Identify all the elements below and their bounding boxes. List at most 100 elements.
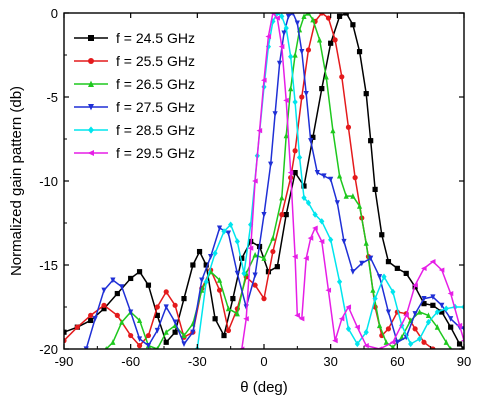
data-point	[114, 312, 120, 318]
x-tick-label: 30	[323, 354, 337, 369]
data-point	[416, 309, 423, 315]
data-point	[390, 344, 396, 349]
data-point	[279, 194, 285, 201]
x-tick-label: -90	[55, 354, 74, 369]
data-point	[265, 33, 272, 40]
data-point	[363, 343, 369, 349]
data-point	[101, 287, 107, 294]
data-point	[291, 13, 295, 16]
data-point	[408, 340, 414, 348]
data-point	[385, 326, 392, 332]
data-point	[434, 324, 440, 330]
legend-label: f = 29.5 GHz	[116, 145, 195, 161]
data-point	[296, 154, 303, 161]
legend-marker	[88, 126, 94, 134]
data-point	[216, 277, 223, 283]
data-point	[352, 175, 358, 181]
data-point	[403, 312, 409, 318]
data-point	[343, 13, 349, 16]
data-point	[394, 265, 400, 271]
data-point	[345, 325, 352, 333]
data-point	[119, 319, 125, 325]
data-point	[316, 36, 323, 43]
data-point	[312, 225, 318, 231]
data-point	[252, 251, 258, 258]
series-5	[238, 13, 464, 349]
data-point	[376, 322, 383, 329]
x-tick-label: 60	[390, 354, 404, 369]
data-point	[292, 98, 298, 106]
data-point	[307, 235, 314, 241]
data-point	[385, 259, 392, 265]
y-axis-label: Normalized gain pattern (db)	[8, 86, 25, 276]
data-point	[128, 309, 134, 316]
data-point	[247, 245, 254, 251]
data-point	[319, 218, 325, 225]
data-point	[298, 316, 305, 322]
data-point	[354, 340, 360, 348]
data-point	[439, 309, 445, 315]
data-point	[429, 259, 436, 265]
data-point	[256, 128, 263, 134]
data-point	[216, 287, 223, 293]
data-point	[303, 255, 309, 261]
data-point	[163, 339, 169, 345]
data-point	[403, 270, 409, 276]
data-point	[350, 269, 356, 275]
data-point	[305, 199, 312, 207]
data-point	[430, 294, 436, 300]
legend-label: f = 25.5 GHz	[116, 53, 195, 69]
data-point	[163, 304, 169, 310]
data-point	[288, 85, 294, 92]
legend-label: f = 27.5 GHz	[116, 99, 195, 115]
series-line	[241, 13, 464, 349]
x-tick-label: 0	[260, 354, 267, 369]
data-point	[301, 194, 307, 201]
data-point	[372, 186, 378, 192]
data-point	[252, 272, 258, 279]
y-tick-label: -15	[39, 258, 58, 273]
data-point	[461, 346, 464, 349]
data-point	[281, 30, 287, 37]
data-point	[110, 277, 116, 284]
y-tick-label: -20	[39, 342, 58, 357]
data-point	[274, 13, 280, 17]
data-point	[283, 24, 289, 32]
data-point	[216, 225, 223, 232]
data-point	[268, 161, 274, 168]
data-point	[228, 221, 234, 228]
data-point	[241, 270, 247, 277]
data-point	[234, 310, 240, 317]
data-point	[416, 335, 423, 343]
data-point	[354, 324, 360, 330]
data-point	[155, 346, 159, 349]
data-point	[389, 339, 396, 345]
data-point	[136, 269, 143, 275]
data-point	[336, 13, 343, 19]
data-point	[270, 235, 276, 241]
data-point	[461, 339, 464, 342]
data-point	[243, 316, 249, 322]
data-point	[332, 338, 338, 344]
data-point	[199, 277, 205, 284]
data-point	[372, 295, 378, 302]
data-point	[172, 302, 178, 308]
data-point	[359, 260, 365, 267]
data-point	[438, 267, 445, 273]
data-point	[234, 270, 240, 277]
data-point	[299, 49, 305, 55]
data-point	[225, 327, 232, 334]
data-point	[323, 73, 329, 80]
data-point	[279, 13, 285, 20]
data-point	[196, 248, 203, 255]
data-point	[285, 13, 292, 20]
data-point	[425, 318, 432, 326]
data-point	[181, 296, 187, 302]
data-point	[190, 329, 196, 336]
data-point	[425, 312, 432, 318]
data-point	[421, 339, 427, 345]
data-point	[64, 329, 67, 335]
data-point	[379, 232, 385, 238]
data-point	[456, 341, 463, 347]
data-point	[252, 178, 258, 184]
